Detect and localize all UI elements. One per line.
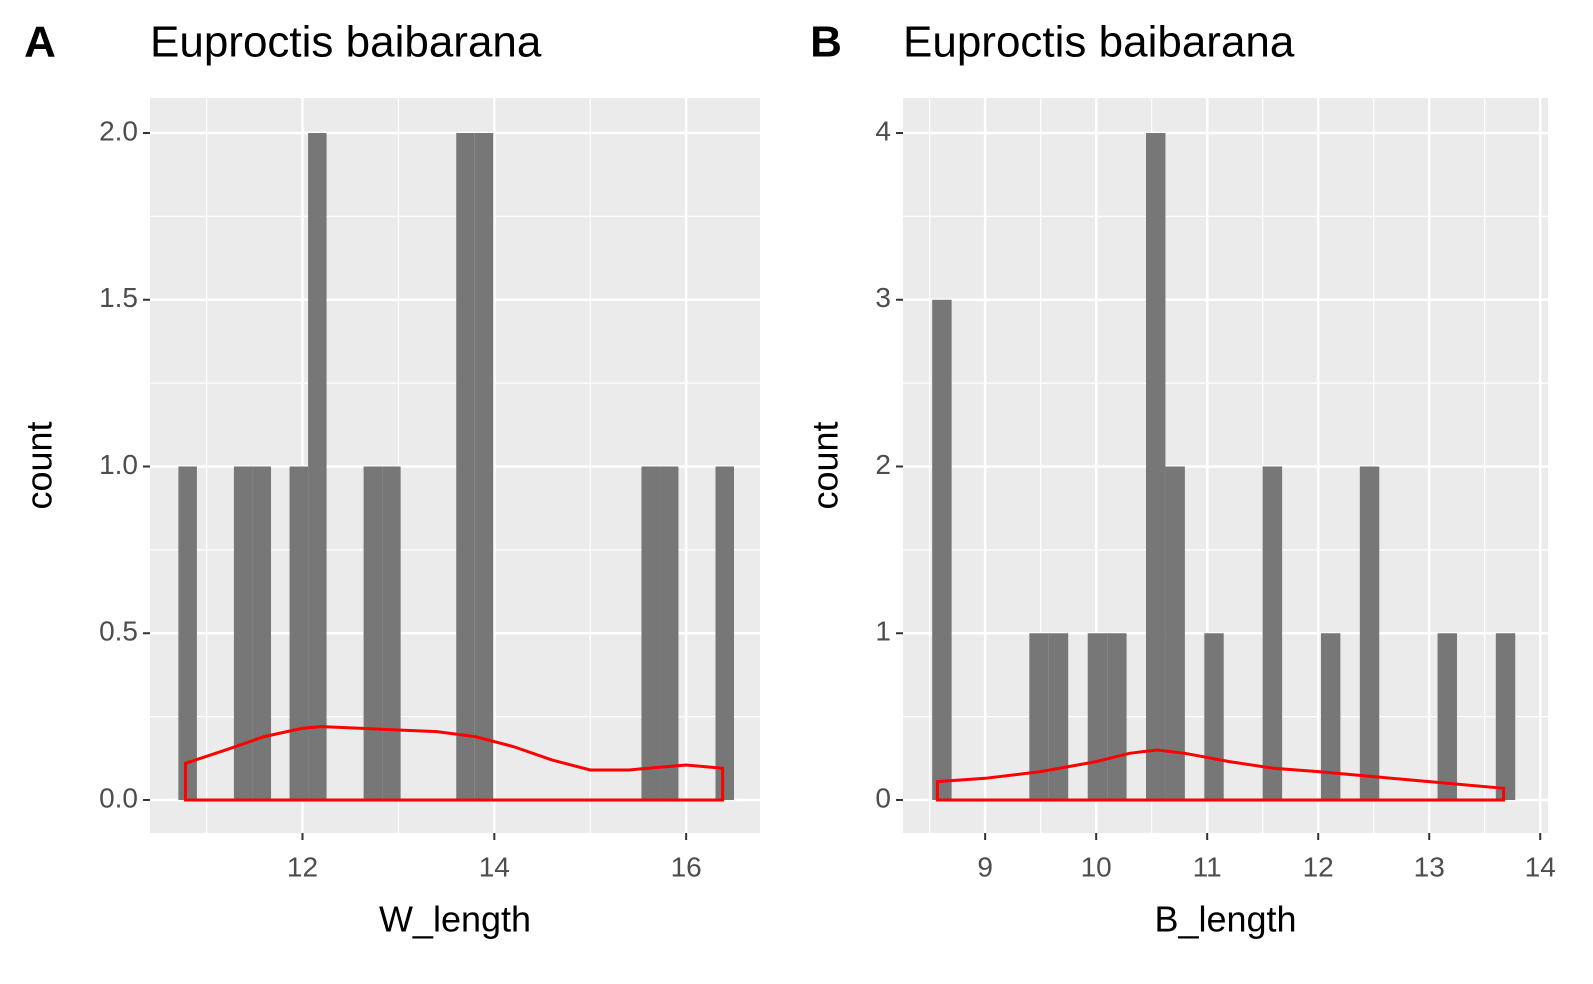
y-axis-title: count — [805, 421, 846, 509]
chart-title: Euproctis baibarana — [150, 18, 542, 67]
x-tick-label: 9 — [977, 851, 993, 882]
y-tick-label: 4 — [875, 115, 891, 146]
x-tick-label: 14 — [479, 851, 510, 882]
bar — [382, 466, 401, 800]
bar — [641, 466, 660, 800]
x-tick-label: 16 — [671, 851, 702, 882]
bar — [1320, 633, 1341, 800]
y-tick-label: 1 — [875, 616, 891, 647]
x-tick-label: 10 — [1081, 851, 1112, 882]
x-tick-label: 14 — [1525, 851, 1556, 882]
bar — [474, 133, 494, 800]
bar — [1107, 633, 1127, 800]
y-tick-label: 2.0 — [99, 115, 138, 146]
y-tick-label: 0.0 — [99, 782, 138, 813]
bar — [1437, 633, 1457, 800]
x-axis-title: B_length — [1154, 899, 1296, 940]
x-tick-label: 11 — [1193, 851, 1222, 882]
bar — [1165, 466, 1185, 800]
density-curve — [183, 725, 725, 802]
x-tick-label: 13 — [1414, 851, 1445, 882]
bar — [659, 466, 679, 800]
bar — [289, 466, 309, 800]
bar — [715, 466, 735, 800]
bar — [1048, 633, 1069, 800]
bar — [1087, 633, 1108, 800]
bar — [233, 466, 253, 800]
bar — [1204, 633, 1224, 800]
bar — [1495, 633, 1516, 800]
bar — [456, 133, 475, 800]
y-tick-label: 1.5 — [99, 282, 138, 313]
bar — [1262, 466, 1283, 800]
bar — [178, 466, 197, 800]
bar — [1029, 633, 1049, 800]
bar — [308, 133, 327, 800]
density-curve — [935, 748, 1506, 802]
y-tick-label: 3 — [875, 282, 891, 313]
panel-label: B — [810, 18, 842, 67]
bar — [363, 466, 383, 800]
chart-title: Euproctis baibarana — [903, 18, 1295, 67]
y-axis-title: count — [19, 421, 60, 509]
y-tick-label: 0 — [875, 782, 891, 813]
y-tick-label: 1.0 — [99, 449, 138, 480]
y-tick-label: 2 — [875, 449, 891, 480]
x-tick-label: 12 — [287, 851, 318, 882]
bar — [1359, 466, 1380, 800]
bar — [1146, 133, 1166, 800]
x-axis-title: W_length — [379, 899, 531, 940]
x-tick-label: 12 — [1303, 851, 1334, 882]
bar — [932, 299, 952, 800]
panel-label: A — [24, 18, 56, 67]
y-tick-label: 0.5 — [99, 616, 138, 647]
bar — [252, 466, 272, 800]
